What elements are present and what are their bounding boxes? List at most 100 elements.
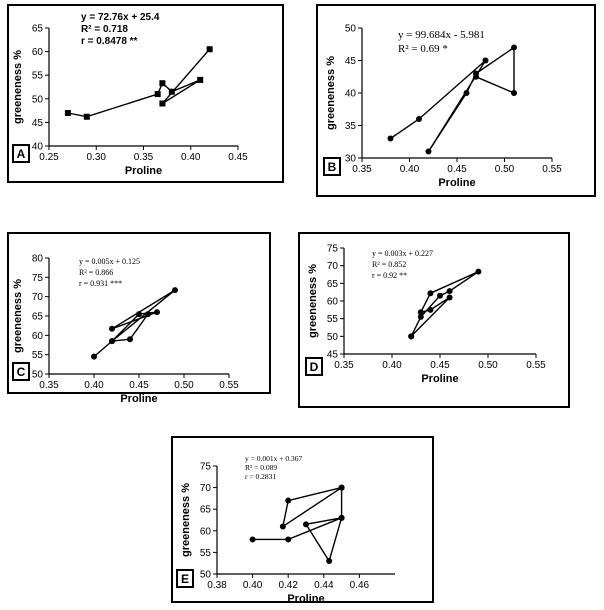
data-point — [417, 313, 424, 320]
data-point — [109, 338, 115, 345]
y-tick-label: 70 — [327, 261, 339, 272]
series-line — [410, 271, 479, 337]
chart-e-svg: 0.38 0.40 0.42 0.44 0.46 50 55 60 65 70 75 Proline g… — [176, 454, 395, 605]
x-tick-label: 0.30 — [87, 152, 107, 163]
x-axis-title: Proline — [421, 373, 458, 385]
data-point — [168, 88, 175, 95]
x-tick-label: 0.45 — [228, 152, 248, 163]
x-tick-label: 0.45 — [129, 380, 149, 391]
chart-c-svg: 0.35 0.40 0.45 0.50 0.55 50 55 60 65 70 75 80 Prolin… — [12, 254, 239, 405]
series-line — [67, 48, 211, 118]
y-tick-label: 45 — [327, 350, 339, 361]
y-tick-label: 75 — [32, 273, 44, 284]
y-axis-title: greeneness % — [307, 264, 319, 338]
x-tick-label: 0.40 — [243, 580, 263, 591]
y-tick-label: 55 — [32, 350, 44, 361]
data-point — [408, 333, 415, 340]
data-point — [145, 311, 151, 318]
data-point — [326, 558, 333, 565]
data-point — [511, 90, 517, 96]
y-axis-title: greeneness % — [12, 279, 24, 353]
data-point — [338, 484, 345, 491]
regression-annotation: R² = 0.089 — [245, 463, 277, 472]
y-axis-title: greeneness % — [325, 56, 337, 130]
x-tick-label: 0.50 — [495, 164, 515, 175]
data-point — [197, 76, 204, 83]
data-point — [475, 268, 482, 275]
data-point — [473, 73, 479, 80]
x-tick-label: 0.40 — [181, 152, 201, 163]
y-tick-label: 35 — [345, 121, 357, 132]
regression-annotation: r = 0.92 ** — [372, 271, 407, 280]
data-point — [279, 523, 286, 530]
y-tick-label: 70 — [32, 292, 44, 303]
data-point — [83, 113, 90, 120]
regression-annotation: R² = 0.69 * — [398, 43, 448, 55]
x-tick-label: 0.42 — [278, 580, 298, 591]
panel-label: B — [328, 160, 337, 174]
y-tick-label: 45 — [32, 118, 44, 129]
x-tick-label: 0.55 — [526, 360, 546, 371]
panel-label-box — [176, 569, 194, 588]
regression-annotation: y = 72.76x + 25.4 — [81, 12, 160, 23]
x-tick-label: 0.35 — [352, 164, 372, 175]
x-tick-label: 0.55 — [542, 164, 562, 175]
x-tick-label: 0.55 — [219, 380, 239, 391]
y-axis-title: greeneness % — [180, 483, 192, 557]
data-point — [127, 336, 133, 343]
data-point — [249, 536, 256, 543]
y-tick-label: 65 — [200, 505, 212, 516]
data-point — [206, 46, 213, 53]
x-tick-label: 0.50 — [478, 360, 498, 371]
y-tick-label: 40 — [345, 89, 357, 100]
panel-a: 0.25 0.30 0.35 0.40 0.45 40 45 50 55 60 65 Proline g… — [7, 4, 284, 183]
panel-d: 0.35 0.40 0.45 0.50 0.55 45 50 55 60 65 70 75 Prolin… — [298, 232, 570, 408]
data-point — [416, 116, 422, 122]
series-line — [390, 46, 515, 152]
y-tick-label: 55 — [32, 71, 44, 82]
series-line — [252, 486, 343, 563]
y-tick-label: 75 — [327, 244, 339, 255]
regression-annotation: R² = 0.852 — [372, 260, 406, 269]
panel-label: C — [17, 365, 26, 379]
regression-annotation: R² = 0.718 — [81, 24, 128, 35]
data-point — [303, 521, 309, 528]
data-point — [159, 100, 166, 107]
panel-e: 0.38 0.40 0.42 0.44 0.46 50 55 60 65 70 75 Proline g… — [171, 436, 434, 605]
y-tick-label: 50 — [327, 332, 339, 343]
x-tick-label: 0.35 — [334, 360, 354, 371]
y-tick-label: 30 — [345, 154, 357, 165]
y-tick-label: 60 — [200, 526, 212, 537]
x-tick-label: 0.45 — [430, 360, 450, 371]
y-tick-label: 60 — [32, 331, 44, 342]
x-tick-label: 0.45 — [447, 164, 467, 175]
panel-label: D — [310, 360, 319, 374]
regression-annotation: y = 0.005x + 0.125 — [79, 257, 140, 266]
data-point — [437, 292, 443, 299]
data-point — [159, 80, 166, 87]
x-tick-label: 0.35 — [39, 380, 59, 391]
panel-label: A — [17, 147, 26, 161]
x-tick-label: 0.44 — [314, 580, 334, 591]
y-tick-label: 60 — [327, 297, 339, 308]
data-point — [154, 309, 160, 316]
y-tick-label: 40 — [32, 142, 44, 153]
x-axis-title: Proline — [438, 177, 475, 189]
y-tick-label: 50 — [200, 570, 212, 581]
data-point — [446, 288, 453, 295]
panel-c: 0.35 0.40 0.45 0.50 0.55 50 55 60 65 70 75 80 Prolin… — [7, 232, 271, 405]
x-tick-label: 0.40 — [382, 360, 402, 371]
chart-a-svg: 0.25 0.30 0.35 0.40 0.45 40 45 50 55 60 65 Proline g… — [12, 12, 248, 177]
y-tick-label: 65 — [32, 312, 44, 323]
y-tick-label: 65 — [32, 24, 44, 35]
x-axis-title: Proline — [125, 165, 162, 177]
data-point — [463, 90, 470, 96]
y-tick-label: 45 — [345, 56, 357, 67]
data-point — [417, 309, 424, 316]
x-tick-label: 0.50 — [174, 380, 194, 391]
x-tick-label: 0.35 — [134, 152, 154, 163]
data-point — [136, 311, 142, 318]
data-point — [154, 91, 161, 98]
data-point — [64, 109, 71, 116]
data-point — [338, 514, 345, 521]
